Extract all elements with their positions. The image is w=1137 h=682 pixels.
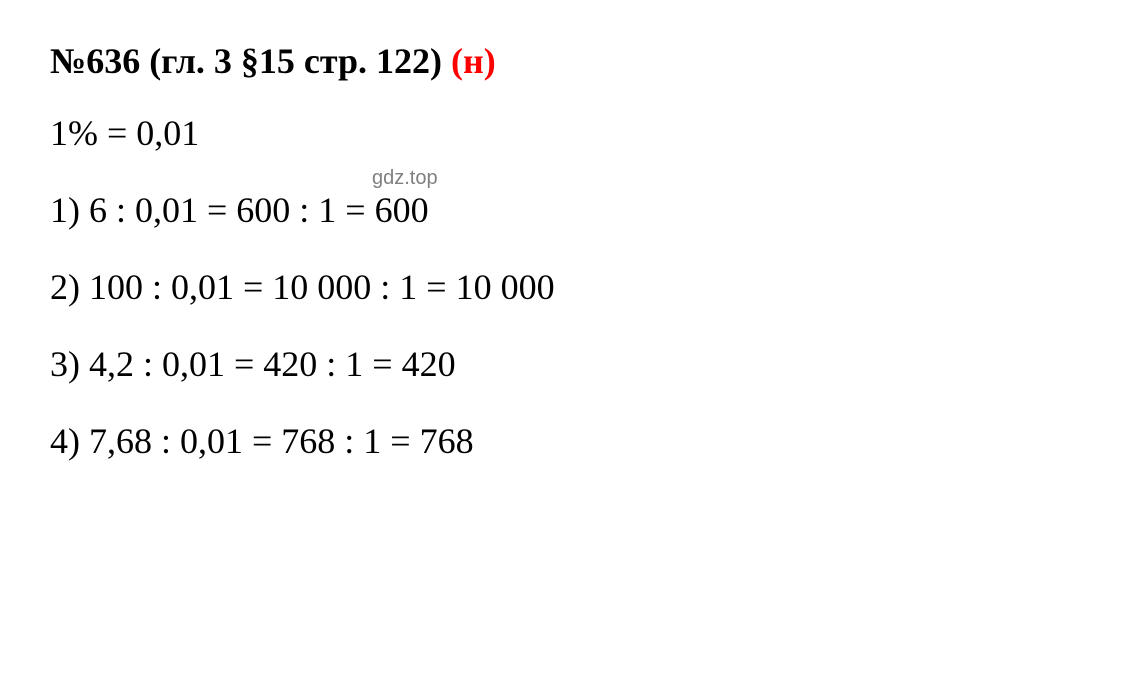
- equation-line-4: 3) 4,2 : 0,01 = 420 : 1 = 420: [50, 343, 1087, 385]
- equation-line-5: 4) 7,68 : 0,01 = 768 : 1 = 768: [50, 420, 1087, 462]
- equation-line-3: 2) 100 : 0,01 = 10 000 : 1 = 10 000: [50, 266, 1087, 308]
- heading-suffix: (н): [451, 41, 496, 81]
- exercise-heading: №636 (гл. 3 §15 стр. 122) (н): [50, 40, 1087, 82]
- heading-prefix: №: [50, 41, 86, 81]
- watermark-text: gdz.top: [372, 167, 438, 190]
- equation-line-1: 1% = 0,01: [50, 112, 1087, 154]
- heading-reference: (гл. 3 §15 стр. 122): [140, 41, 451, 81]
- heading-number: 636: [86, 41, 140, 81]
- equation-line-2: 1) 6 : 0,01 = 600 : 1 = 600: [50, 189, 1087, 231]
- equation-line-2-wrapper: 1) 6 : 0,01 = 600 : 1 = 600 gdz.top: [50, 189, 1087, 231]
